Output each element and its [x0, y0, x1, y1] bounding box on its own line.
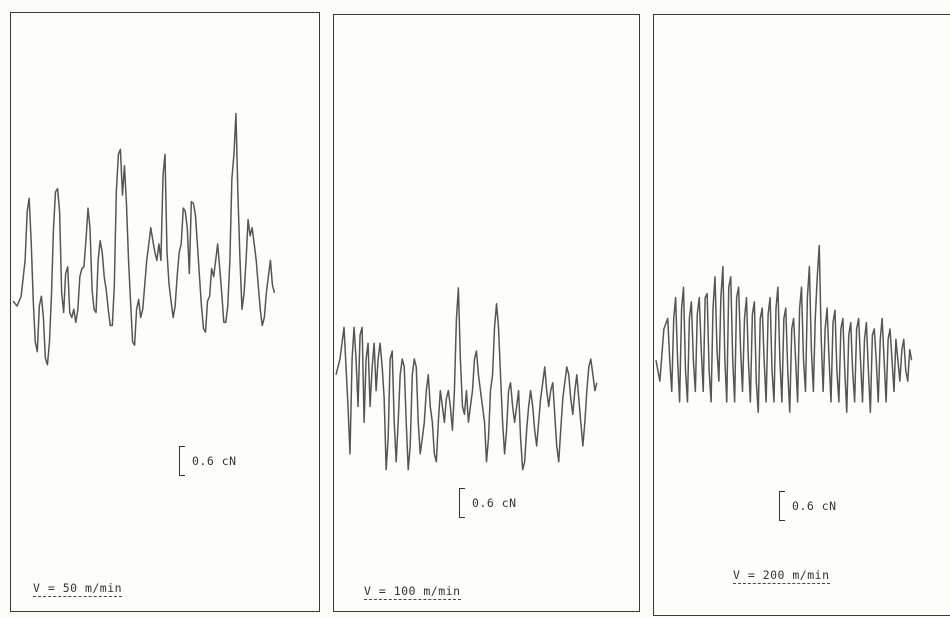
speed-label: V = 50 m/min	[33, 581, 123, 597]
chart-panel-100: 0.6 cN V = 100 m/min	[333, 14, 640, 612]
trace-plot-100	[335, 287, 598, 471]
trace-plot-50	[12, 112, 276, 366]
force-scale-bar: 0.6 cN	[779, 491, 837, 521]
force-trace-line	[12, 112, 276, 366]
trace-plot-200	[655, 244, 913, 414]
chart-panel-200: 0.6 cN V = 200 m/min	[653, 14, 950, 616]
force-trace-line	[655, 244, 913, 414]
force-scale-label: 0.6 cN	[472, 496, 517, 510]
force-scale-bar: 0.6 cN	[459, 488, 517, 518]
speed-label: V = 100 m/min	[364, 584, 461, 600]
scale-bracket-icon	[779, 491, 785, 521]
force-scale-bar: 0.6 cN	[179, 446, 237, 476]
force-scale-label: 0.6 cN	[792, 499, 837, 513]
speed-label: V = 200 m/min	[733, 568, 830, 584]
force-scale-label: 0.6 cN	[192, 454, 237, 468]
force-trace-line	[335, 287, 598, 471]
scale-bracket-icon	[179, 446, 185, 476]
scale-bracket-icon	[459, 488, 465, 518]
chart-panel-50: 0.6 cN V = 50 m/min	[10, 12, 320, 612]
